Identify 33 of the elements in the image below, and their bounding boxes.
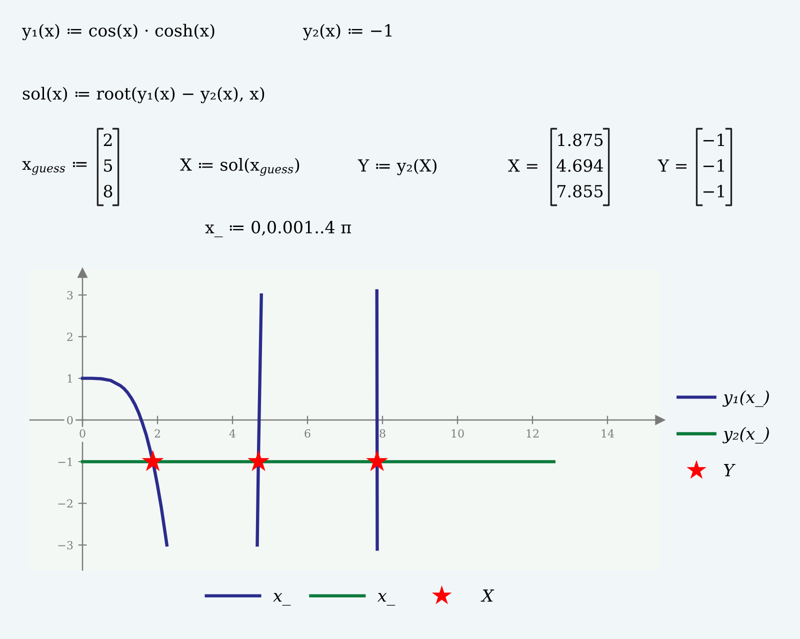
text: y₁(x) ≔ cos(x) · cosh(x): [22, 24, 214, 40]
text: x_: [377, 593, 396, 606]
y-tick-label: 3: [67, 290, 73, 300]
text: x$_{guess}$ ≔: [22, 161, 87, 175]
text: X ≔ sol(x$_{guess}$): [180, 158, 300, 176]
legend-label: y₁(x_): [722, 390, 769, 407]
legend-label: y₂(x_): [722, 426, 769, 444]
x-tick-label: 12: [526, 429, 538, 438]
text: x_: [273, 593, 291, 606]
y-tick-label: 1: [68, 374, 72, 383]
text: X: [480, 590, 494, 602]
text: y₂(x) ≔ −1: [302, 24, 392, 40]
text: 1.875 4.694 7.855: [556, 134, 604, 198]
text: sol(x) ≔ root(y₁(x) − y₂(x), x): [22, 86, 264, 104]
y-tick-label: −2: [58, 499, 72, 508]
x-tick-label: 14: [602, 429, 614, 438]
text: X =: [508, 159, 538, 172]
x-tick-label: 8: [380, 429, 386, 438]
y-tick-label: 0: [67, 416, 73, 424]
x-tick-label: 4: [229, 429, 236, 438]
y-tick-label: −3: [58, 540, 73, 550]
x-tick-label: 10: [452, 429, 464, 438]
x-tick-label: 6: [304, 429, 310, 438]
y-tick-label: 2: [67, 332, 72, 341]
y-tick-label: −1: [58, 458, 72, 466]
text: −1 −1 −1: [703, 134, 724, 198]
text: x_ ≔ 0,0.001..4 π: [205, 220, 352, 238]
x-tick-label: 0: [80, 429, 86, 438]
text: Y =: [658, 159, 686, 172]
x-tick-label: 2: [154, 429, 160, 438]
text: 2 5 8: [104, 134, 112, 198]
legend-label: Y: [724, 464, 736, 476]
text: Y ≔ y₂(X): [358, 158, 436, 176]
